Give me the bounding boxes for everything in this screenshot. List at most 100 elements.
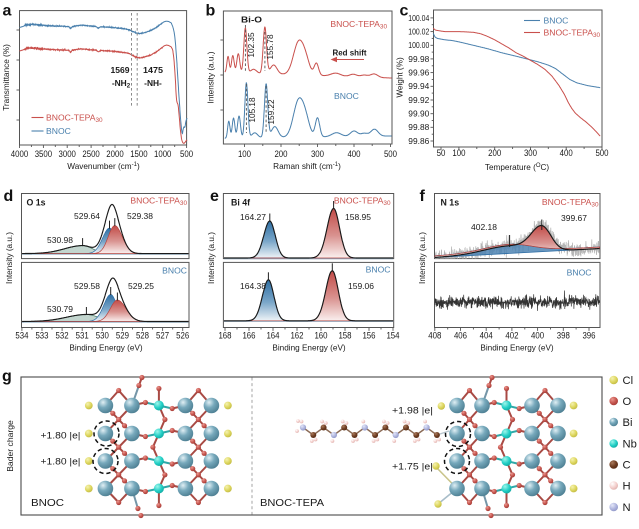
svg-text:Transmittance (%): Transmittance (%): [2, 44, 11, 111]
svg-text:406: 406: [454, 331, 467, 341]
svg-text:158.95: 158.95: [345, 212, 371, 222]
svg-text:3500: 3500: [35, 149, 52, 159]
svg-text:g: g: [2, 368, 12, 385]
svg-text:200: 200: [488, 148, 501, 158]
svg-text:1000: 1000: [154, 149, 171, 159]
svg-text:BNOC: BNOC: [162, 266, 187, 276]
svg-text:159.06: 159.06: [348, 281, 374, 291]
svg-text:402: 402: [505, 331, 518, 341]
svg-text:105.18: 105.18: [248, 97, 257, 122]
svg-text:529: 529: [116, 331, 129, 341]
svg-text:162: 162: [290, 331, 303, 341]
svg-text:BNOC: BNOC: [567, 268, 592, 278]
svg-text:526: 526: [176, 331, 189, 341]
svg-text:99.96: 99.96: [408, 68, 429, 78]
svg-text:Bi 4f: Bi 4f: [231, 198, 250, 208]
svg-text:N 1s: N 1s: [441, 198, 460, 208]
svg-text:533: 533: [35, 331, 48, 341]
svg-text:2000: 2000: [106, 149, 123, 159]
svg-text:BNOC: BNOC: [334, 91, 359, 101]
svg-text:164: 164: [266, 331, 279, 341]
svg-text:527: 527: [156, 331, 169, 341]
svg-text:1569: 1569: [111, 65, 130, 75]
svg-text:Wavenumber (cm-1): Wavenumber (cm-1): [67, 162, 140, 171]
svg-text:400: 400: [560, 148, 573, 158]
svg-text:Nb: Nb: [623, 439, 637, 451]
svg-text:100: 100: [238, 149, 251, 159]
svg-text:b: b: [206, 3, 216, 20]
svg-text:528: 528: [136, 331, 149, 341]
svg-text:Bi: Bi: [623, 417, 633, 429]
svg-text:Bader charge: Bader charge: [5, 420, 15, 472]
svg-text:50: 50: [437, 148, 446, 158]
svg-text:398: 398: [557, 331, 570, 341]
svg-text:BNOC-TEPA30: BNOC-TEPA30: [330, 19, 387, 31]
svg-text:100.00: 100.00: [408, 40, 429, 50]
svg-text:300: 300: [524, 148, 537, 158]
svg-text:400: 400: [347, 149, 360, 159]
svg-text:1500: 1500: [130, 149, 147, 159]
svg-text:4000: 4000: [11, 149, 28, 159]
svg-text:529.58: 529.58: [74, 281, 100, 291]
svg-text:d: d: [4, 188, 14, 205]
svg-text:156: 156: [362, 331, 375, 341]
svg-text:99.88: 99.88: [408, 122, 429, 132]
svg-text:1475: 1475: [143, 65, 163, 75]
svg-text:Intensity (a.u.): Intensity (a.u.): [207, 232, 216, 284]
svg-text:200: 200: [274, 149, 287, 159]
svg-text:399.67: 399.67: [561, 213, 587, 223]
svg-text:529.64: 529.64: [74, 211, 100, 221]
svg-text:Weight (%): Weight (%): [396, 57, 405, 98]
svg-text:+1.80 |e|: +1.80 |e|: [41, 456, 81, 466]
svg-text:159.22: 159.22: [267, 99, 276, 124]
svg-text:Binding Energy (eV): Binding Energy (eV): [69, 343, 143, 352]
svg-text:-NH-: -NH-: [144, 78, 162, 88]
svg-text:BNOC: BNOC: [544, 16, 569, 26]
svg-text:BNOC: BNOC: [366, 265, 391, 275]
svg-text:500: 500: [180, 149, 193, 159]
svg-text:-NH2: -NH2: [112, 78, 131, 90]
svg-text:158: 158: [338, 331, 351, 341]
svg-text:400: 400: [531, 331, 544, 341]
svg-text:BNOC-TEPA30: BNOC-TEPA30: [46, 113, 103, 125]
svg-text:N: N: [623, 502, 631, 514]
svg-text:BNOC-TEPA30: BNOC-TEPA30: [544, 28, 601, 40]
svg-text:530.98: 530.98: [47, 235, 73, 245]
svg-text:531: 531: [76, 331, 89, 341]
svg-text:99.94: 99.94: [408, 81, 429, 91]
svg-text:534: 534: [15, 331, 28, 341]
svg-text:529.38: 529.38: [127, 211, 153, 221]
svg-text:164.27: 164.27: [240, 212, 266, 222]
svg-text:300: 300: [311, 149, 324, 159]
svg-text:160: 160: [314, 331, 327, 341]
svg-text:Cl: Cl: [623, 375, 634, 387]
svg-text:500: 500: [595, 148, 608, 158]
svg-text:166: 166: [242, 331, 255, 341]
svg-text:Binding Energy (eV): Binding Energy (eV): [480, 343, 554, 352]
svg-text:408: 408: [428, 331, 441, 341]
svg-text:99.86: 99.86: [408, 136, 429, 146]
svg-text:404: 404: [480, 331, 493, 341]
svg-text:+1.80 |e|: +1.80 |e|: [41, 430, 81, 440]
svg-text:Red shift: Red shift: [333, 48, 367, 58]
svg-text:100.04: 100.04: [408, 13, 429, 23]
svg-text:100: 100: [452, 148, 465, 158]
svg-text:+1.75 |e|: +1.75 |e|: [392, 462, 433, 472]
svg-text:BNOC-TEPA30: BNOC-TEPA30: [542, 197, 599, 209]
svg-text:+1.98 |e|: +1.98 |e|: [392, 406, 433, 416]
svg-text:2500: 2500: [82, 149, 99, 159]
svg-text:c: c: [400, 3, 409, 20]
svg-text:102.35: 102.35: [247, 32, 256, 57]
svg-text:BNOC-TEPA30: BNOC-TEPA30: [130, 196, 187, 208]
svg-text:532: 532: [56, 331, 69, 341]
svg-text:530.79: 530.79: [47, 304, 73, 314]
svg-text:402.18: 402.18: [471, 222, 497, 232]
svg-text:529.25: 529.25: [128, 281, 154, 291]
svg-text:99.98: 99.98: [408, 54, 429, 64]
svg-text:396: 396: [582, 331, 595, 341]
svg-text:O 1s: O 1s: [27, 198, 46, 208]
svg-text:f: f: [420, 188, 426, 205]
svg-text:154: 154: [386, 331, 399, 341]
svg-text:O: O: [623, 396, 632, 408]
svg-text:100.02: 100.02: [408, 27, 429, 37]
